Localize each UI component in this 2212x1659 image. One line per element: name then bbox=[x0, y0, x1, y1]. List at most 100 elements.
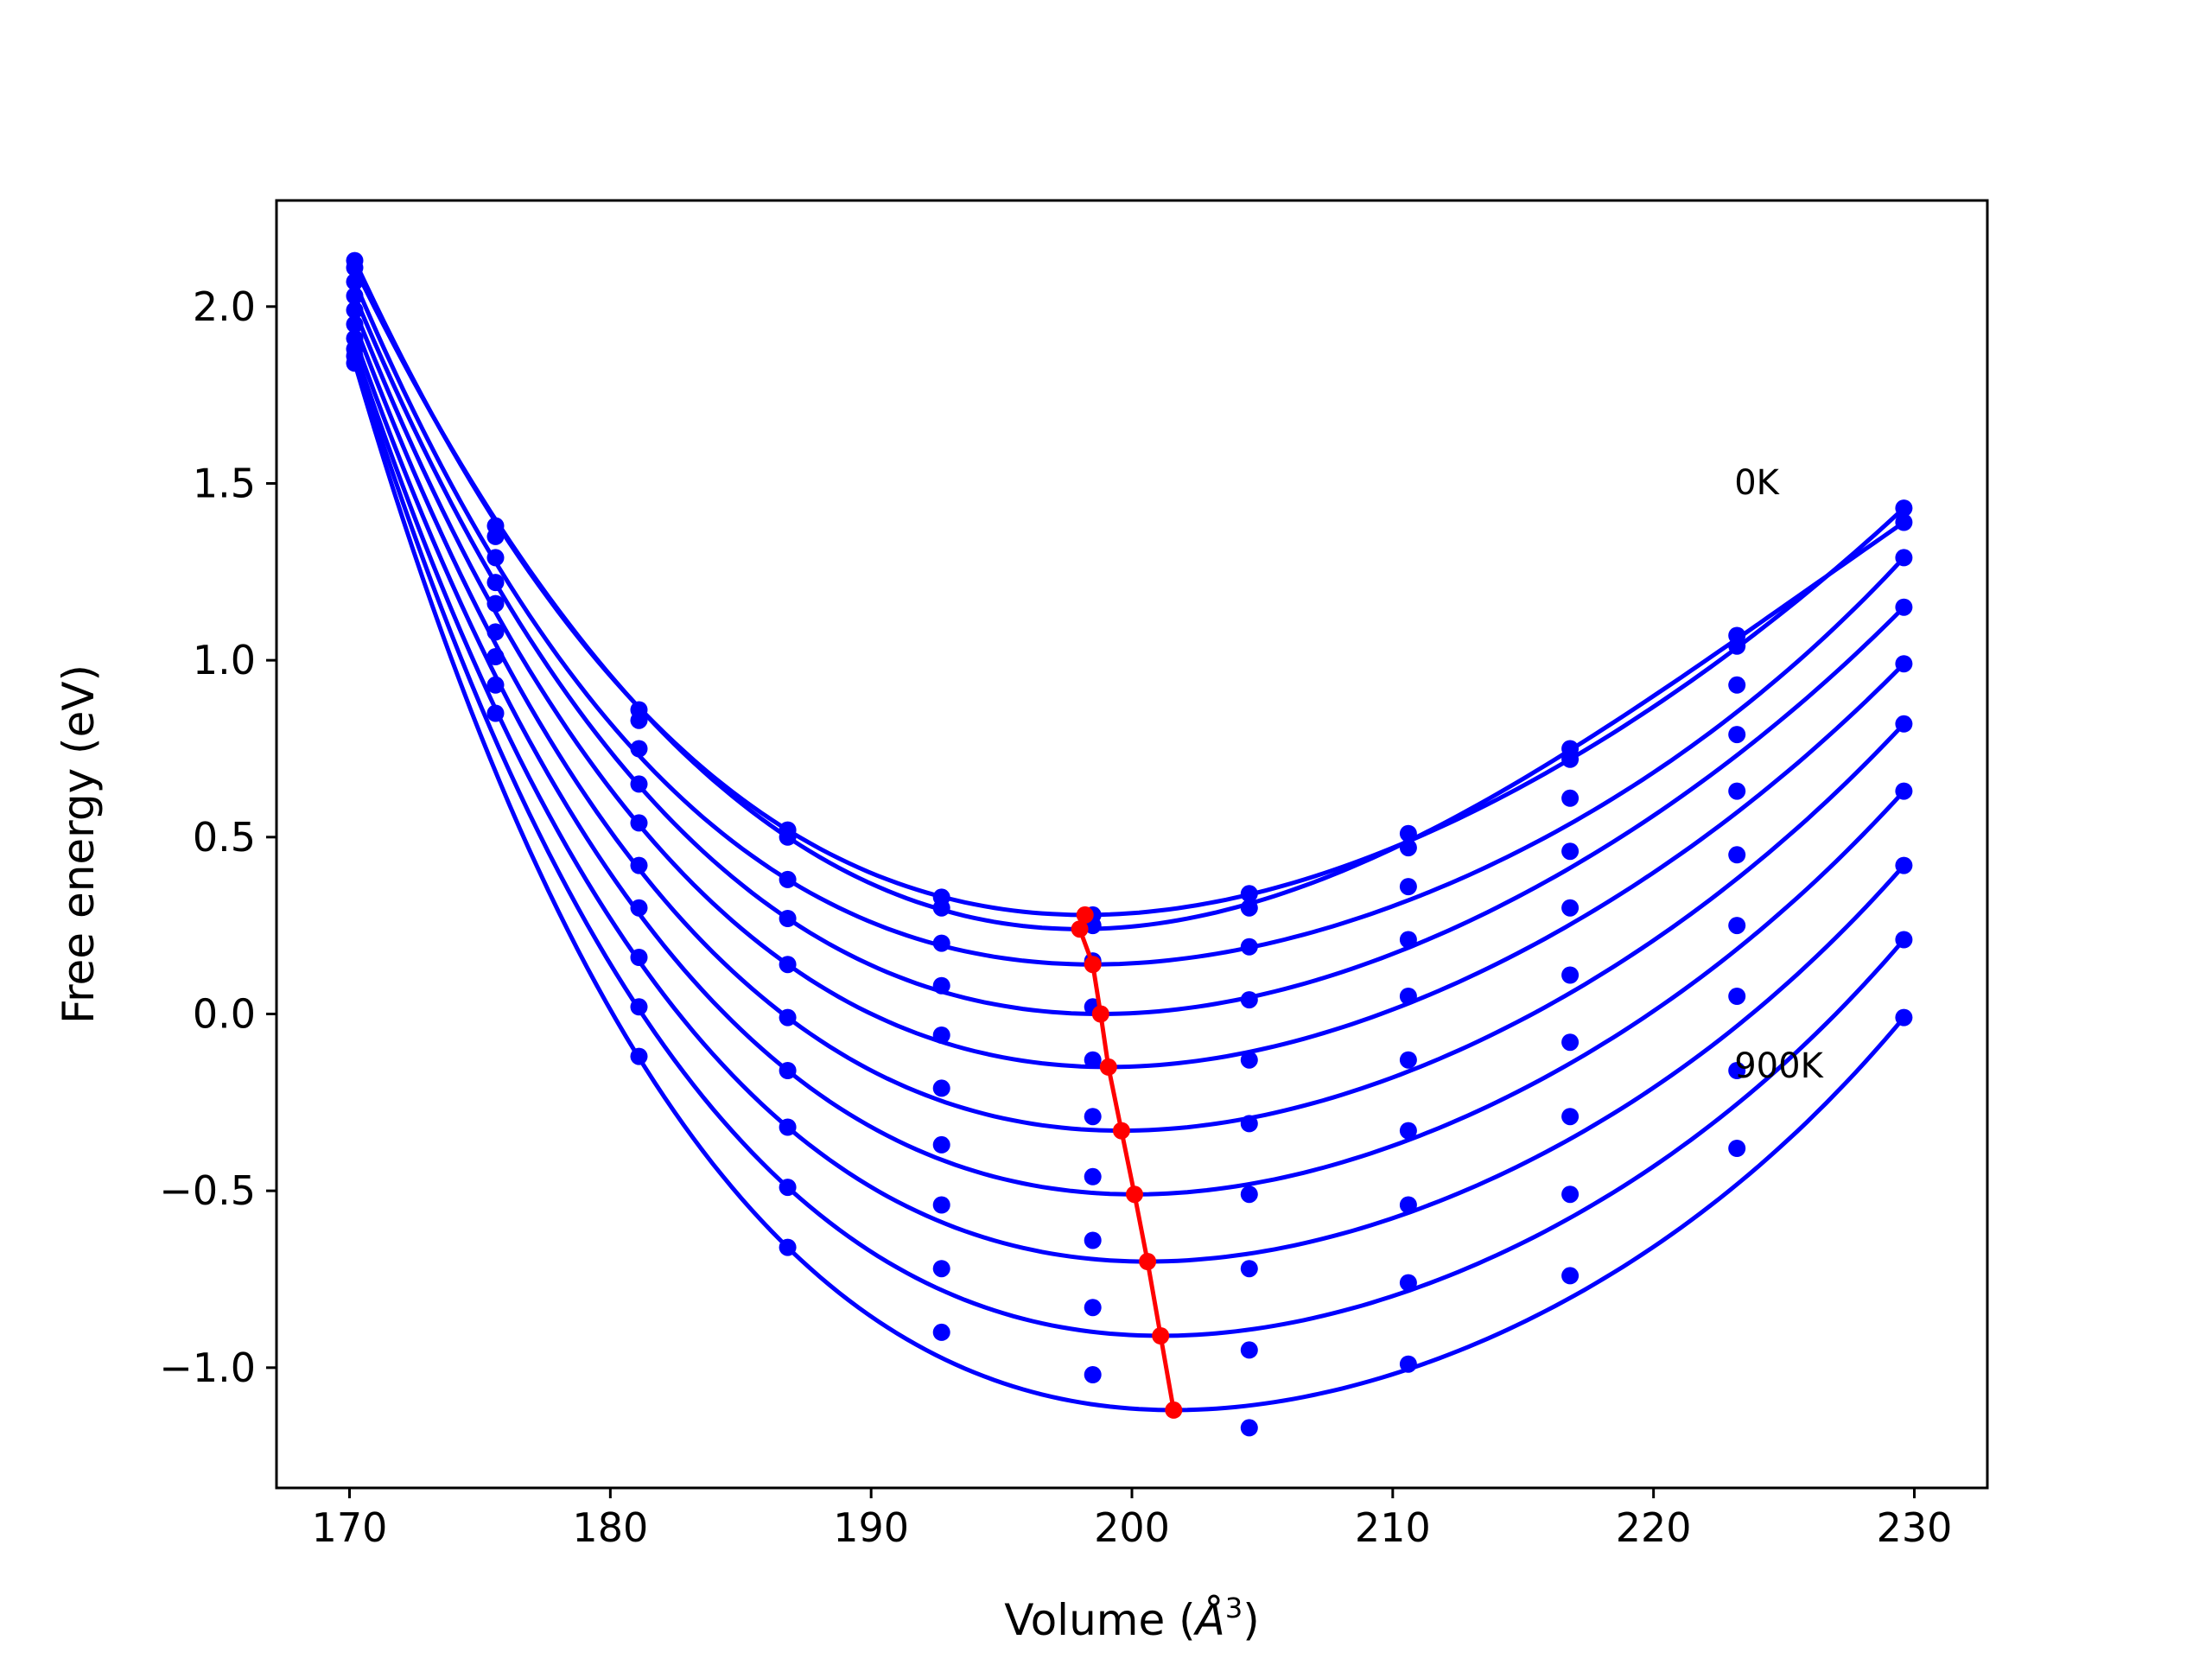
data-point-8-2 bbox=[630, 998, 648, 1016]
minimum-line bbox=[1077, 914, 1176, 1411]
isotherm-line-3 bbox=[353, 295, 1906, 1017]
data-point-3-7 bbox=[1399, 931, 1417, 949]
x-tick-label-4: 210 bbox=[1355, 1504, 1431, 1551]
data-point-1-0 bbox=[346, 258, 364, 276]
data-point-4-3 bbox=[779, 956, 797, 974]
data-point-9-3 bbox=[779, 1238, 797, 1256]
data-point-7-7 bbox=[1399, 1196, 1417, 1214]
data-point-6-6 bbox=[1240, 1185, 1258, 1204]
data-point-6-4 bbox=[932, 1135, 950, 1154]
data-point-3-6 bbox=[1240, 991, 1258, 1009]
data-point-3-8 bbox=[1561, 842, 1580, 861]
data-point-1-1 bbox=[486, 527, 505, 545]
x-tick-label-3: 200 bbox=[1094, 1504, 1170, 1551]
data-point-6-7 bbox=[1399, 1122, 1417, 1140]
data-point-2-6 bbox=[1240, 938, 1258, 956]
x-tick-label-1: 180 bbox=[572, 1504, 648, 1551]
isotherm-line-2 bbox=[353, 281, 1906, 967]
data-point-2-2 bbox=[630, 740, 648, 758]
data-point-6-8 bbox=[1561, 1033, 1580, 1052]
data-point-8-3 bbox=[779, 1179, 797, 1197]
isotherm-line-7 bbox=[353, 348, 1906, 1264]
minimum-point-5 bbox=[1112, 1122, 1130, 1140]
y-tick-label-2: 0.0 bbox=[193, 990, 256, 1037]
minimum-point-9 bbox=[1165, 1401, 1183, 1419]
data-point-9-10 bbox=[1895, 1008, 1913, 1027]
data-point-4-2 bbox=[630, 814, 648, 832]
data-point-1-8 bbox=[1561, 750, 1580, 768]
data-point-1-6 bbox=[1240, 899, 1258, 917]
data-point-9-5 bbox=[1084, 1366, 1102, 1383]
data-point-7-2 bbox=[630, 949, 648, 966]
data-point-9-8 bbox=[1561, 1267, 1580, 1285]
data-point-0-7 bbox=[1399, 824, 1417, 842]
data-point-3-9 bbox=[1728, 726, 1746, 744]
data-point-5-1 bbox=[486, 623, 505, 641]
minimum-point-3 bbox=[1091, 1005, 1109, 1023]
data-point-1-3 bbox=[779, 828, 797, 846]
data-point-5-2 bbox=[630, 856, 648, 874]
isotherm-line-8 bbox=[353, 355, 1906, 1338]
minimum-point-0 bbox=[1076, 906, 1094, 924]
data-point-7-8 bbox=[1561, 1108, 1580, 1126]
data-point-0-10 bbox=[1895, 499, 1913, 518]
data-point-1-4 bbox=[932, 899, 950, 917]
data-point-8-5 bbox=[1084, 1299, 1102, 1317]
data-point-8-1 bbox=[486, 704, 505, 722]
data-point-7-4 bbox=[932, 1196, 950, 1214]
isotherm-line-4 bbox=[353, 308, 1906, 1070]
y-axis-label: Free energy (eV) bbox=[54, 664, 104, 1024]
data-point-8-8 bbox=[1561, 1185, 1580, 1204]
data-point-9-6 bbox=[1240, 1419, 1258, 1437]
data-point-3-1 bbox=[486, 574, 505, 592]
data-point-0-6 bbox=[1240, 885, 1258, 903]
data-point-7-9 bbox=[1728, 988, 1746, 1005]
data-point-2-1 bbox=[486, 549, 505, 567]
data-point-9-9 bbox=[1728, 1140, 1746, 1157]
annotations: 0K 900K bbox=[1734, 463, 1824, 1086]
data-point-2-0 bbox=[346, 273, 364, 291]
x-tick-label-6: 230 bbox=[1877, 1504, 1953, 1551]
data-point-8-7 bbox=[1399, 1274, 1417, 1292]
data-point-7-10 bbox=[1895, 856, 1913, 874]
data-point-2-10 bbox=[1895, 549, 1913, 567]
minimum-point-6 bbox=[1126, 1185, 1143, 1204]
minimum-point-4 bbox=[1099, 1058, 1117, 1076]
y-tick-label-4: 1.0 bbox=[193, 637, 256, 683]
data-point-3-0 bbox=[346, 287, 364, 305]
data-point-3-4 bbox=[932, 976, 950, 995]
data-point-9-0 bbox=[346, 354, 364, 372]
data-point-2-3 bbox=[779, 870, 797, 888]
data-point-4-5 bbox=[1084, 1051, 1102, 1069]
data-point-9-7 bbox=[1399, 1355, 1417, 1373]
data-point-1-2 bbox=[630, 711, 648, 729]
data-point-6-1 bbox=[486, 648, 505, 665]
data-point-5-5 bbox=[1084, 1108, 1102, 1126]
data-point-9-2 bbox=[630, 1047, 648, 1065]
x-axis-label-power: 3 bbox=[1225, 1592, 1243, 1624]
x-axis: 170 180 190 200 210 220 230 bbox=[312, 1488, 1953, 1551]
data-point-2-7 bbox=[1399, 878, 1417, 896]
data-point-8-9 bbox=[1728, 1062, 1746, 1079]
y-tick-label-5: 1.5 bbox=[193, 460, 256, 506]
data-point-5-8 bbox=[1561, 966, 1580, 984]
data-point-2-4 bbox=[932, 934, 950, 952]
data-point-5-10 bbox=[1895, 715, 1913, 733]
data-point-6-2 bbox=[630, 899, 648, 917]
data-point-2-8 bbox=[1561, 789, 1580, 807]
data-point-8-10 bbox=[1895, 931, 1913, 949]
minimum-point-2 bbox=[1084, 956, 1102, 974]
data-point-1-9 bbox=[1728, 637, 1746, 655]
data-point-5-7 bbox=[1399, 1051, 1417, 1069]
data-point-1-10 bbox=[1895, 513, 1913, 531]
data-point-4-8 bbox=[1561, 899, 1580, 917]
x-axis-label: Volume (Å3) bbox=[1004, 1592, 1259, 1645]
x-tick-label-2: 190 bbox=[833, 1504, 909, 1551]
data-point-4-6 bbox=[1240, 1051, 1258, 1069]
data-point-6-9 bbox=[1728, 917, 1746, 935]
minimum-point-7 bbox=[1139, 1253, 1157, 1270]
data-point-8-4 bbox=[932, 1260, 950, 1278]
data-point-6-5 bbox=[1084, 1167, 1102, 1185]
